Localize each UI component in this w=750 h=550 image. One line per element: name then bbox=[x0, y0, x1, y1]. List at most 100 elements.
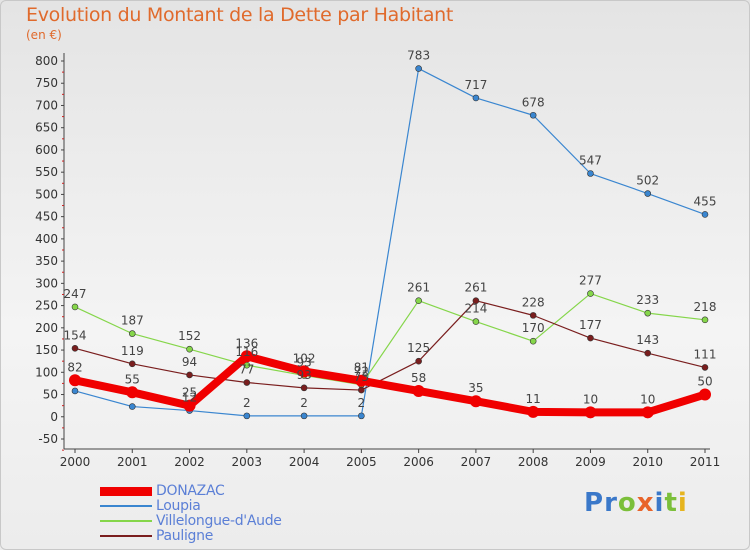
data-label: 10 bbox=[583, 392, 598, 406]
legend-swatch bbox=[100, 520, 152, 522]
logo-letter: x bbox=[636, 488, 655, 518]
x-tick-label: 2011 bbox=[690, 455, 721, 469]
y-tick-label: 450 bbox=[35, 210, 58, 224]
data-point bbox=[300, 384, 308, 392]
legend-swatch bbox=[100, 505, 152, 507]
data-label: 82 bbox=[67, 360, 82, 374]
series-line-donazac bbox=[71, 352, 709, 417]
x-tick-label: 2003 bbox=[232, 455, 263, 469]
data-point bbox=[128, 330, 136, 337]
data-point bbox=[126, 386, 139, 399]
data-label: 143 bbox=[636, 333, 659, 347]
data-label: 77 bbox=[239, 363, 254, 377]
data-point bbox=[128, 403, 136, 410]
data-point bbox=[69, 374, 81, 387]
x-tick-label: 2004 bbox=[289, 455, 320, 469]
data-label: 154 bbox=[64, 328, 87, 342]
data-label: 93 bbox=[296, 355, 311, 369]
proxiti-logo: Proxiti bbox=[584, 488, 688, 518]
data-point bbox=[587, 170, 594, 177]
data-label: 152 bbox=[178, 329, 201, 343]
data-point bbox=[358, 412, 365, 420]
data-point bbox=[701, 316, 709, 324]
data-point bbox=[186, 345, 193, 353]
data-label: 94 bbox=[182, 355, 197, 369]
logo-letter: t bbox=[664, 488, 678, 518]
x-tick-label: 2009 bbox=[575, 455, 606, 469]
data-point bbox=[240, 350, 253, 363]
data-point bbox=[587, 290, 594, 297]
data-label: 233 bbox=[636, 293, 659, 307]
data-label: 111 bbox=[694, 347, 717, 361]
y-tick-label: 250 bbox=[35, 299, 58, 313]
y-tick-label: -50 bbox=[38, 432, 58, 446]
y-tick-label: 400 bbox=[35, 232, 58, 246]
data-label: 228 bbox=[522, 295, 545, 309]
x-tick-label: 2005 bbox=[346, 455, 377, 469]
data-label: 116 bbox=[235, 345, 258, 359]
data-label: 11 bbox=[526, 392, 541, 406]
data-point bbox=[641, 406, 654, 419]
data-point bbox=[587, 334, 594, 342]
data-label: 35 bbox=[468, 381, 483, 395]
data-label: 177 bbox=[579, 318, 602, 332]
data-label: 678 bbox=[522, 95, 545, 109]
data-label: 261 bbox=[407, 281, 430, 295]
data-point bbox=[527, 405, 540, 418]
data-point bbox=[469, 395, 482, 408]
data-label: 187 bbox=[121, 314, 144, 328]
data-label: 261 bbox=[464, 281, 487, 295]
legend-label: DONAZAC bbox=[156, 483, 225, 499]
logo-letter: i bbox=[654, 488, 665, 518]
y-tick-label: 100 bbox=[35, 365, 58, 379]
data-label: 2 bbox=[300, 396, 308, 410]
legend-swatch bbox=[100, 535, 152, 537]
logo-letter: r bbox=[604, 488, 618, 518]
data-point bbox=[243, 412, 251, 420]
data-label: 72 bbox=[354, 365, 369, 379]
data-label: 10 bbox=[640, 392, 655, 406]
data-point bbox=[472, 297, 480, 304]
y-tick-label: 650 bbox=[35, 121, 58, 135]
chart-title: Evolution du Montant de la Dette par Hab… bbox=[26, 4, 454, 26]
y-tick-label: 750 bbox=[35, 76, 58, 90]
data-point bbox=[358, 386, 365, 394]
data-point bbox=[472, 318, 480, 325]
data-point bbox=[699, 388, 711, 401]
x-tick-label: 2008 bbox=[518, 455, 549, 469]
legend-label: Pauligne bbox=[156, 528, 214, 544]
data-point bbox=[298, 365, 311, 378]
logo-letter: P bbox=[584, 488, 605, 518]
x-tick-label: 2007 bbox=[461, 455, 492, 469]
data-point bbox=[529, 337, 537, 345]
data-point bbox=[644, 309, 652, 317]
y-tick-label: 200 bbox=[35, 321, 58, 335]
data-label: 81 bbox=[354, 361, 369, 375]
y-tick-label: 500 bbox=[35, 187, 58, 201]
data-label: 547 bbox=[579, 154, 602, 168]
x-tick-label: 2006 bbox=[403, 455, 434, 469]
data-point bbox=[71, 387, 79, 395]
data-label: 170 bbox=[522, 321, 545, 335]
x-tick-label: 2010 bbox=[632, 455, 663, 469]
data-label: 502 bbox=[636, 174, 659, 188]
data-point bbox=[71, 344, 79, 352]
data-label: 136 bbox=[235, 336, 258, 350]
y-tick-label: 0 bbox=[50, 410, 58, 424]
y-tick-label: 350 bbox=[35, 254, 58, 268]
series-line-villelongue-d-aude bbox=[74, 292, 706, 386]
data-label: 58 bbox=[411, 371, 426, 385]
data-label: 214 bbox=[464, 302, 487, 316]
data-point bbox=[415, 65, 422, 72]
data-point bbox=[412, 384, 425, 397]
data-point bbox=[529, 111, 537, 119]
data-point bbox=[415, 297, 422, 304]
logo-letter: i bbox=[677, 488, 688, 518]
data-point bbox=[186, 371, 193, 379]
x-tick-label: 2001 bbox=[117, 455, 148, 469]
data-label: 717 bbox=[464, 78, 487, 92]
data-label: 102 bbox=[293, 351, 316, 365]
data-label: 25 bbox=[182, 386, 197, 400]
data-point bbox=[300, 412, 308, 420]
